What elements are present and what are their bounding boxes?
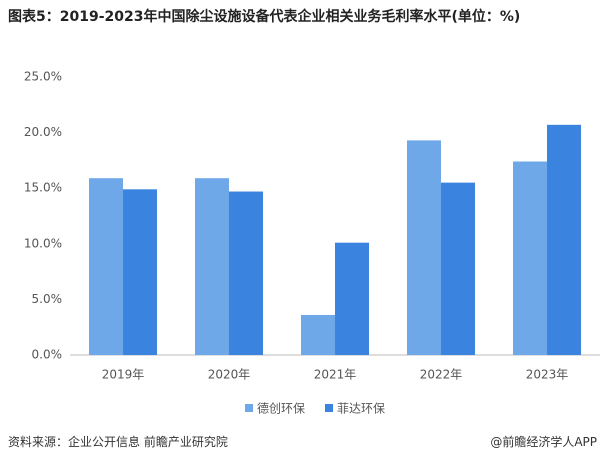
x-tick-label: 2023年 xyxy=(526,368,569,382)
bar xyxy=(123,189,157,355)
credit: @前瞻经济学人APP xyxy=(490,435,597,449)
bar xyxy=(441,182,475,355)
y-tick-label: 15.0% xyxy=(24,181,62,195)
y-tick-label: 25.0% xyxy=(24,70,62,84)
legend-swatch xyxy=(325,404,333,412)
bar xyxy=(513,161,547,355)
chart-title: 图表5：2019-2023年中国除尘设施设备代表企业相关业务毛利率水平(单位：%… xyxy=(8,9,521,25)
legend-label: 德创环保 xyxy=(257,401,305,416)
bar xyxy=(301,314,335,355)
bar xyxy=(89,178,123,355)
bar xyxy=(547,124,581,355)
x-tick-label: 2022年 xyxy=(420,368,463,382)
y-tick-label: 10.0% xyxy=(24,236,62,250)
source: 资料来源：企业公开信息 前瞻产业研究院 xyxy=(8,435,228,449)
y-tick-label: 0.0% xyxy=(32,348,63,362)
y-tick-label: 5.0% xyxy=(32,292,63,306)
bar xyxy=(229,191,263,355)
legend-label: 菲达环保 xyxy=(337,402,385,416)
x-tick-label: 2021年 xyxy=(314,368,357,382)
bar xyxy=(195,178,229,355)
x-tick-label: 2020年 xyxy=(208,368,251,382)
x-tick-label: 2019年 xyxy=(102,368,145,382)
bar xyxy=(335,242,369,355)
legend-swatch xyxy=(245,404,253,412)
bar xyxy=(407,140,441,355)
y-tick-label: 20.0% xyxy=(24,125,62,139)
